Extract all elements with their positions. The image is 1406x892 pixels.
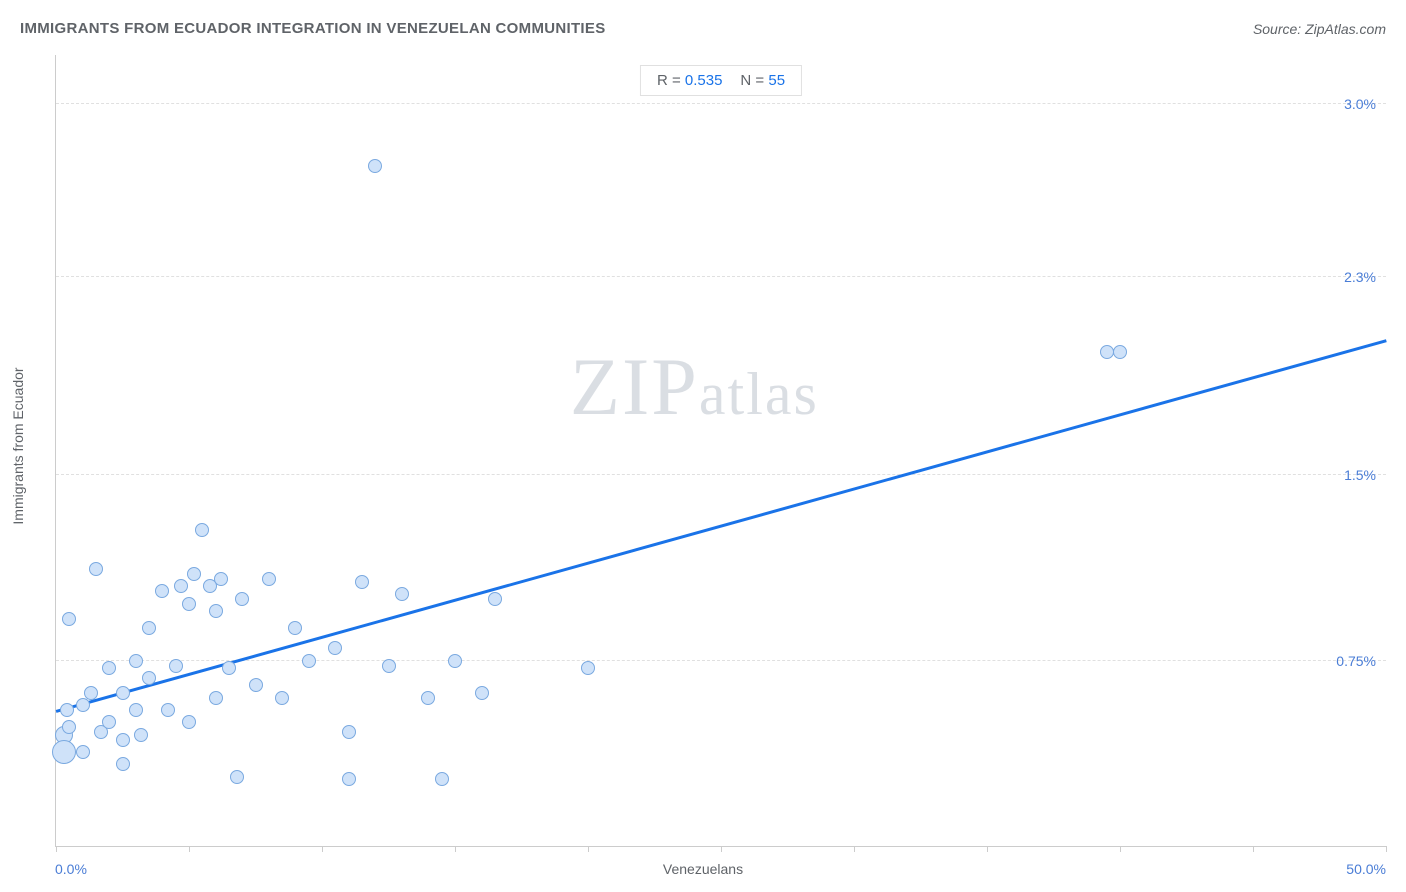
x-tick <box>854 846 855 852</box>
scatter-point <box>275 691 289 705</box>
scatter-point <box>342 772 356 786</box>
x-tick <box>1120 846 1121 852</box>
scatter-point <box>288 621 302 635</box>
scatter-point <box>342 725 356 739</box>
scatter-point <box>368 159 382 173</box>
x-tick <box>1386 846 1387 852</box>
y-tick-label: 2.3% <box>1344 269 1376 285</box>
scatter-point <box>222 661 236 675</box>
scatter-point <box>182 715 196 729</box>
scatter-point <box>302 654 316 668</box>
scatter-point <box>102 661 116 675</box>
n-stat: N = 55 <box>740 72 785 89</box>
scatter-point <box>1100 345 1114 359</box>
scatter-point <box>195 523 209 537</box>
scatter-point <box>129 654 143 668</box>
scatter-point <box>62 720 76 734</box>
x-axis-label: Venezuelans <box>663 861 743 877</box>
x-tick <box>189 846 190 852</box>
scatter-point <box>134 728 148 742</box>
scatter-point <box>161 703 175 717</box>
r-label: R = <box>657 72 681 89</box>
source-credit: Source: ZipAtlas.com <box>1253 21 1386 37</box>
chart-header: IMMIGRANTS FROM ECUADOR INTEGRATION IN V… <box>20 20 1386 37</box>
scatter-point <box>89 562 103 576</box>
plot-area: 0.75% 1.5% 2.3% 3.0% <box>56 55 1386 846</box>
scatter-point <box>435 772 449 786</box>
y-axis-label: Immigrants from Ecuador <box>10 367 26 524</box>
scatter-point <box>230 770 244 784</box>
x-tick <box>987 846 988 852</box>
scatter-point <box>448 654 462 668</box>
gridline <box>56 660 1386 661</box>
gridline <box>56 474 1386 475</box>
scatter-point <box>76 698 90 712</box>
scatter-point <box>52 740 76 764</box>
x-tick <box>588 846 589 852</box>
y-tick-label: 1.5% <box>1344 467 1376 483</box>
scatter-point <box>262 572 276 586</box>
scatter-point <box>209 604 223 618</box>
y-tick-label: 0.75% <box>1336 653 1376 669</box>
x-axis-min: 0.0% <box>55 861 87 877</box>
scatter-point <box>235 592 249 606</box>
x-axis-max: 50.0% <box>1346 861 1386 877</box>
scatter-point <box>249 678 263 692</box>
scatter-point <box>355 575 369 589</box>
gridline <box>56 276 1386 277</box>
scatter-point <box>395 587 409 601</box>
scatter-point <box>60 703 74 717</box>
trend-line <box>56 339 1387 712</box>
x-tick <box>1253 846 1254 852</box>
scatter-point <box>382 659 396 673</box>
scatter-point <box>76 745 90 759</box>
r-stat: R = 0.535 <box>657 72 722 89</box>
y-tick-label: 3.0% <box>1344 96 1376 112</box>
scatter-point <box>187 567 201 581</box>
scatter-point <box>421 691 435 705</box>
scatter-point <box>182 597 196 611</box>
scatter-point <box>1113 345 1127 359</box>
scatter-point <box>116 686 130 700</box>
scatter-point <box>155 584 169 598</box>
scatter-point <box>116 757 130 771</box>
scatter-point <box>209 691 223 705</box>
scatter-point <box>174 579 188 593</box>
n-label: N = <box>740 72 764 89</box>
stats-box: R = 0.535 N = 55 <box>640 65 802 96</box>
scatter-point <box>581 661 595 675</box>
x-tick <box>322 846 323 852</box>
chart-title: IMMIGRANTS FROM ECUADOR INTEGRATION IN V… <box>20 20 606 37</box>
gridline <box>56 103 1386 104</box>
scatter-point <box>214 572 228 586</box>
scatter-point <box>142 621 156 635</box>
scatter-point <box>169 659 183 673</box>
scatter-point <box>488 592 502 606</box>
scatter-chart: ZIPatlas R = 0.535 N = 55 0.75%1.5%2.3%3… <box>55 55 1386 847</box>
x-tick <box>721 846 722 852</box>
scatter-point <box>84 686 98 700</box>
scatter-point <box>142 671 156 685</box>
scatter-point <box>129 703 143 717</box>
x-tick <box>56 846 57 852</box>
x-tick <box>455 846 456 852</box>
n-value: 55 <box>768 72 785 89</box>
scatter-point <box>102 715 116 729</box>
scatter-point <box>328 641 342 655</box>
scatter-point <box>116 733 130 747</box>
scatter-point <box>62 612 76 626</box>
scatter-point <box>475 686 489 700</box>
r-value: 0.535 <box>685 72 723 89</box>
